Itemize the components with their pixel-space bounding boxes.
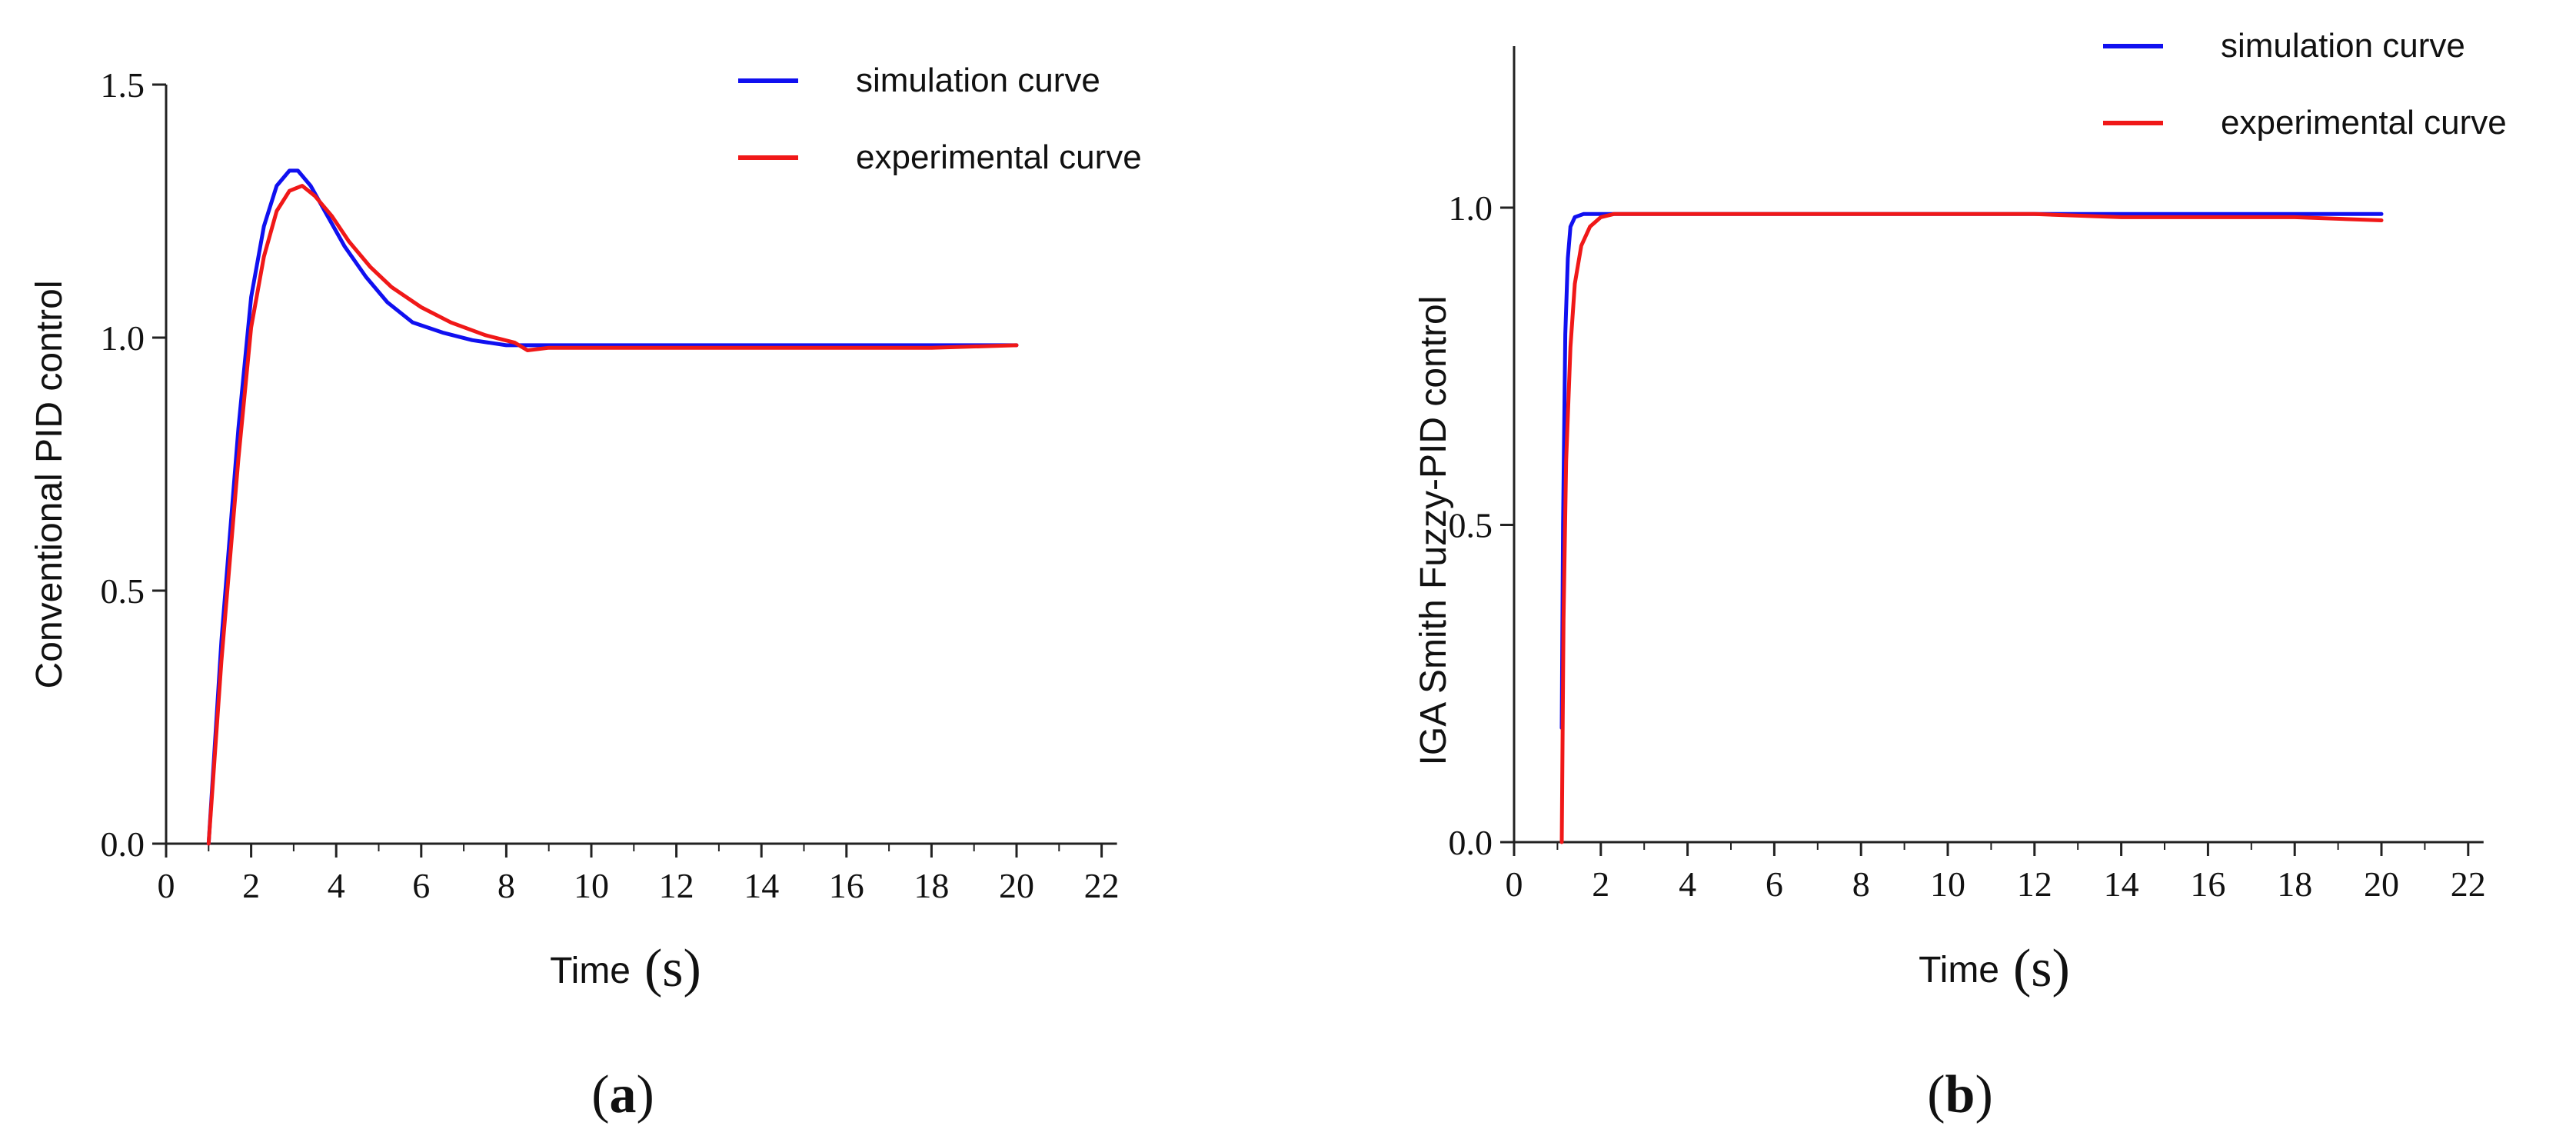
plot-a-x-tick-label: 0 [158, 866, 175, 905]
plot-b-x-axis-label: Time [1919, 950, 1999, 991]
panel-b-caption-letter: b [1945, 1065, 1975, 1124]
plot-a-x-tick-label: 12 [659, 866, 694, 905]
plot-b-x-tick-label: 20 [2364, 864, 2399, 904]
panel-a-caption-open: ( [591, 1065, 609, 1124]
plot-b-legend: simulation curve experimental curve [2103, 27, 2507, 142]
plot-a-y-axis-label: Conventional PID control [29, 281, 70, 689]
panel-a: Conventional PID control Time (s) 0 2 4 6 8 1… [29, 62, 1142, 998]
plot-b-legend-label: experimental curve [2221, 104, 2507, 142]
plot-b-x-tick-label: 18 [2277, 864, 2312, 904]
plot-a-legend-label: experimental curve [856, 138, 1142, 176]
plot-b-x-tick-label: 6 [1766, 864, 1783, 904]
plot-b-x-tick-label: 8 [1852, 864, 1870, 904]
plot-b-x-tick-label: 12 [2017, 864, 2052, 904]
plot-a-x-tick-label: 4 [328, 866, 345, 905]
plot-b-y-tick-label: 1.0 [1449, 188, 1493, 228]
plot-b-legend-label: simulation curve [2221, 27, 2465, 65]
plot-a-x-tick-label: 10 [574, 866, 609, 905]
panel-a-caption-letter: a [610, 1065, 637, 1124]
plot-b-y-tick-label: 0.0 [1449, 823, 1493, 862]
plot-a-x-tick-label: 18 [914, 866, 949, 905]
plot-a-x-tick-label: 22 [1084, 866, 1120, 905]
plot-b-x-tick-label: 10 [1930, 864, 1965, 904]
plot-a-legend-label: simulation curve [856, 62, 1100, 99]
plot-a-legend: simulation curve experimental curve [738, 62, 1142, 176]
plot-a-y-tick-label: 0.0 [101, 824, 145, 864]
plot-a-x-tick-label: 14 [744, 866, 779, 905]
plot-b-x-axis-unit: (s) [2013, 939, 2070, 998]
plot-b-series-simulation-line [1559, 211, 2384, 730]
plot-b-series-experimental-line [1559, 211, 2384, 844]
plot-b-x-tick-label: 0 [1506, 864, 1523, 904]
plot-b-x-tick-label: 2 [1592, 864, 1609, 904]
plot-a-series-simulation-line [206, 168, 1019, 846]
plot-a-x-tick-label: 16 [829, 866, 864, 905]
panel-b: IGA Smith Fuzzy-PID control Time (s) 0 2 4… [1413, 27, 2507, 998]
plot-b-x-axis-title: Time (s) [1919, 939, 2070, 998]
plot-b-y-axis-label: IGA Smith Fuzzy-PID control [1413, 296, 1454, 766]
panel-b-caption: (b) [1927, 1065, 1993, 1124]
plot-a-y-tick-label: 0.5 [101, 571, 145, 611]
panel-b-caption-close: ) [1975, 1065, 1992, 1124]
panel-b-caption-open: ( [1927, 1065, 1945, 1124]
plot-a-x-axis-unit: (s) [644, 939, 701, 998]
plot-a-x-tick-label: 2 [242, 866, 260, 905]
plot-a-x-tick-label: 20 [999, 866, 1034, 905]
panel-a-caption: (a) [591, 1065, 654, 1124]
plot-a-y-tick-label: 1.0 [101, 318, 145, 358]
plot-b-x-tick-label: 16 [2190, 864, 2225, 904]
plot-a-x-tick-label: 8 [498, 866, 515, 905]
plot-b-x-tick-label: 4 [1679, 864, 1696, 904]
panel-a-caption-close: ) [637, 1065, 654, 1124]
plot-b-x-tick-label: 22 [2451, 864, 2486, 904]
plot-a-y-tick-label: 1.5 [101, 65, 145, 105]
plot-a-series-experimental-line [206, 184, 1019, 846]
plot-b-y-tick-label: 0.5 [1449, 506, 1493, 545]
plot-a-x-tick-label: 6 [412, 866, 430, 905]
plot-a-x-axis-label: Time [550, 951, 631, 991]
plot-b-x-tick-label: 14 [2104, 864, 2139, 904]
plot-a-x-axis-title: Time (s) [550, 939, 701, 998]
